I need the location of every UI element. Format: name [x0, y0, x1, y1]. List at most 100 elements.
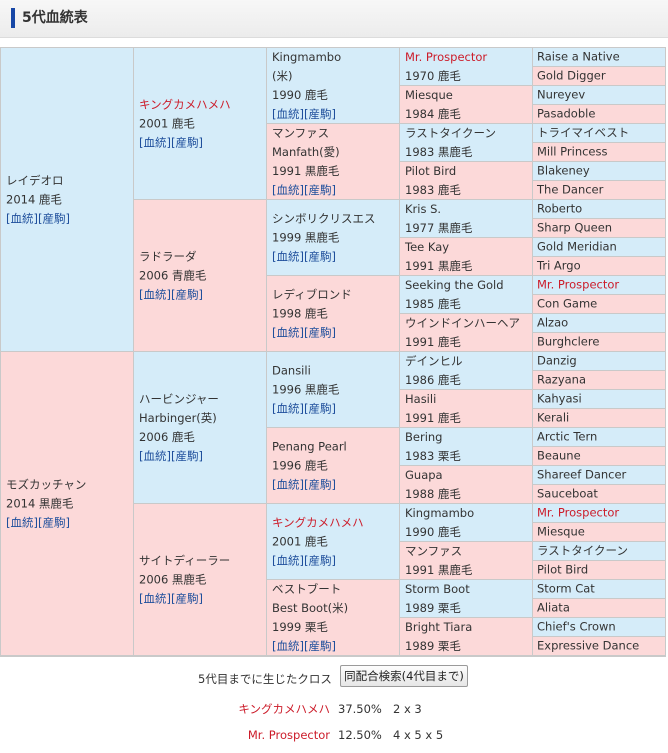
- horse-name-link[interactable]: Pilot Bird: [537, 562, 589, 577]
- horse-name-link[interactable]: デインヒル: [405, 353, 463, 368]
- horse-name-link[interactable]: Tee Kay: [405, 239, 450, 254]
- horse-name-link[interactable]: Danzig: [537, 353, 577, 368]
- horse-name-link[interactable]: Bright Tiara: [405, 619, 473, 634]
- horse-name-link[interactable]: キングカメハメハ: [139, 97, 231, 111]
- horse-name-link[interactable]: Bering: [405, 429, 443, 444]
- pedigree-link[interactable]: [血統]: [272, 325, 304, 339]
- horse-birth-coat: 1989 栗毛: [405, 600, 461, 615]
- horse-name-link[interactable]: Con Game: [537, 296, 598, 311]
- cross-horse-link[interactable]: キングカメハメハ: [238, 702, 330, 716]
- horse-name-link[interactable]: Blakeney: [537, 163, 590, 178]
- offspring-link[interactable]: [産駒]: [303, 553, 336, 567]
- horse-name-link[interactable]: シンボリクリスエス: [272, 211, 376, 225]
- horse-name-link[interactable]: Miesque: [537, 524, 585, 539]
- offspring-link[interactable]: [産駒]: [170, 448, 203, 463]
- horse-name-link[interactable]: Kingmambo: [272, 49, 342, 64]
- cross-horse-link[interactable]: Mr. Prospector: [247, 728, 330, 742]
- horse-name-link[interactable]: Storm Boot: [405, 581, 470, 596]
- horse-name-link[interactable]: ラストタイクーン: [405, 125, 496, 140]
- horse-name-link[interactable]: Expressive Dance: [537, 638, 640, 653]
- horse-name-link[interactable]: Harbinger(英): [139, 410, 217, 425]
- pedigree-link[interactable]: [血統]: [6, 211, 38, 225]
- horse-name-link[interactable]: (米): [272, 68, 293, 83]
- horse-name-link[interactable]: Guapa: [405, 467, 443, 482]
- offspring-link[interactable]: [産駒]: [37, 515, 70, 529]
- offspring-link[interactable]: [産駒]: [303, 182, 336, 197]
- horse-name-link[interactable]: Manfath(愛): [272, 144, 340, 159]
- horse-name-link[interactable]: Kris S.: [405, 201, 442, 216]
- horse-name-link[interactable]: ハービンジャー: [139, 391, 219, 406]
- horse-name-link[interactable]: Gold Digger: [537, 68, 606, 83]
- pedigree-link[interactable]: [血統]: [139, 287, 171, 301]
- horse-name-link[interactable]: Raise a Native: [537, 49, 620, 64]
- horse-name-link[interactable]: Pilot Bird: [405, 163, 457, 178]
- pedigree-cell-gen5: Pasadoble: [533, 105, 665, 124]
- offspring-link[interactable]: [産駒]: [303, 477, 336, 491]
- horse-name-link[interactable]: レイデオロ: [6, 173, 64, 187]
- horse-name-link[interactable]: Sharp Queen: [537, 220, 613, 235]
- pedigree-link[interactable]: [血統]: [139, 135, 171, 149]
- horse-name-link[interactable]: Roberto: [537, 201, 583, 216]
- horse-name-link[interactable]: Kingmambo: [405, 505, 475, 520]
- horse-name-link[interactable]: ウインドインハーヘア: [405, 315, 520, 330]
- horse-name-link[interactable]: ベストブート: [272, 581, 342, 596]
- pedigree-cell-gen4: ウインドインハーヘア 1991 鹿毛: [400, 314, 533, 352]
- offspring-link[interactable]: [産駒]: [170, 135, 203, 149]
- horse-name-link[interactable]: Beaune: [537, 448, 581, 463]
- horse-name-link[interactable]: マンファス: [405, 543, 463, 558]
- offspring-link[interactable]: [産駒]: [303, 325, 336, 339]
- pedigree-link[interactable]: [血統]: [6, 515, 38, 529]
- horse-name-link[interactable]: Dansili: [272, 363, 311, 377]
- horse-name-link[interactable]: Shareef Dancer: [537, 467, 627, 482]
- horse-name-link[interactable]: Hasili: [405, 391, 437, 406]
- horse-name-link[interactable]: Miesque: [405, 87, 453, 102]
- pedigree-link[interactable]: [血統]: [272, 477, 304, 491]
- horse-name-link[interactable]: Mr. Prospector: [405, 49, 488, 64]
- horse-name-link[interactable]: トライマイベスト: [537, 125, 630, 140]
- pedigree-link[interactable]: [血統]: [272, 638, 304, 653]
- horse-name-link[interactable]: モズカッチャン: [6, 477, 87, 491]
- offspring-link[interactable]: [産駒]: [37, 211, 70, 225]
- offspring-link[interactable]: [産駒]: [303, 638, 336, 653]
- horse-name-link[interactable]: Chief's Crown: [537, 619, 616, 634]
- pedigree-link[interactable]: [血統]: [272, 249, 304, 263]
- horse-name-link[interactable]: Nureyev: [537, 87, 586, 102]
- horse-name-link[interactable]: Sauceboat: [537, 486, 598, 501]
- horse-name-link[interactable]: Arctic Tern: [537, 429, 598, 444]
- horse-name-link[interactable]: The Dancer: [537, 182, 604, 197]
- horse-name-link[interactable]: Burghclere: [537, 334, 600, 349]
- horse-name-link[interactable]: サイトディーラー: [139, 553, 231, 567]
- pedigree-link[interactable]: [血統]: [139, 591, 171, 605]
- offspring-link[interactable]: [産駒]: [170, 591, 203, 605]
- pedigree-link[interactable]: [血統]: [272, 553, 304, 567]
- horse-name-link[interactable]: Alzao: [537, 315, 569, 330]
- pedigree-link[interactable]: [血統]: [139, 448, 171, 463]
- horse-name-link[interactable]: レディブロンド: [272, 287, 352, 301]
- same-mating-search-button[interactable]: 同配合検索(4代目まで): [340, 665, 468, 687]
- horse-name-link[interactable]: Kahyasi: [537, 391, 582, 406]
- horse-name-link[interactable]: キングカメハメハ: [272, 515, 364, 529]
- horse-name-link[interactable]: Penang Pearl: [272, 439, 347, 453]
- offspring-link[interactable]: [産駒]: [303, 249, 336, 263]
- horse-name-link[interactable]: Kerali: [537, 410, 570, 425]
- horse-name-link[interactable]: ラドラーダ: [139, 249, 197, 263]
- pedigree-link[interactable]: [血統]: [272, 106, 304, 121]
- pedigree-link[interactable]: [血統]: [272, 401, 304, 415]
- horse-name-link[interactable]: Tri Argo: [537, 258, 581, 273]
- horse-name-link[interactable]: Gold Meridian: [537, 239, 617, 254]
- pedigree-link[interactable]: [血統]: [272, 182, 304, 197]
- horse-name-link[interactable]: Mill Princess: [537, 144, 608, 159]
- offspring-link[interactable]: [産駒]: [303, 401, 336, 415]
- horse-name-link[interactable]: Pasadoble: [537, 106, 596, 121]
- horse-name-link[interactable]: Razyana: [537, 372, 587, 387]
- horse-name-link[interactable]: Aliata: [537, 600, 570, 615]
- offspring-link[interactable]: [産駒]: [170, 287, 203, 301]
- horse-name-link[interactable]: Best Boot(米): [272, 600, 349, 615]
- horse-name-link[interactable]: Mr. Prospector: [537, 277, 620, 292]
- offspring-link[interactable]: [産駒]: [303, 106, 336, 121]
- horse-name-link[interactable]: Seeking the Gold: [405, 277, 504, 292]
- horse-name-link[interactable]: Mr. Prospector: [537, 505, 620, 520]
- horse-name-link[interactable]: マンファス: [272, 125, 330, 140]
- horse-name-link[interactable]: ラストタイクーン: [537, 543, 628, 558]
- horse-name-link[interactable]: Storm Cat: [537, 581, 595, 596]
